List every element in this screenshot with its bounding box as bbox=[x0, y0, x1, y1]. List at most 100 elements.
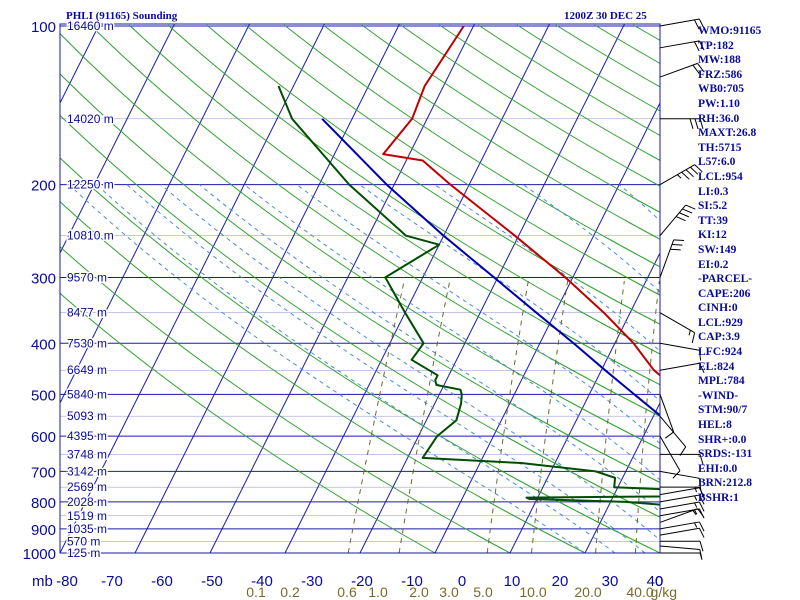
mixing-ratio-label: 10.0 bbox=[519, 584, 546, 600]
pressure-tick-label: 900 bbox=[31, 522, 56, 539]
wind-barb-flag bbox=[699, 549, 703, 560]
wind-barb-staff bbox=[659, 18, 700, 27]
height-label: 14020 m bbox=[67, 112, 114, 126]
moist-adiabat bbox=[68, 184, 586, 553]
wind-barb-flag bbox=[679, 446, 687, 456]
wind-barb bbox=[659, 62, 705, 78]
mixing-ratio-unit-label: g/kg bbox=[651, 584, 677, 600]
index-line: -WIND- bbox=[698, 389, 739, 402]
index-line: BSHR:1 bbox=[698, 492, 739, 504]
index-line: TP:182 bbox=[698, 39, 734, 52]
parcel-profile-line bbox=[321, 118, 660, 417]
sounding-indices-panel: WMO:91165 TP:182 MW:188 FRZ:586 WB0:705 PW:1.… bbox=[698, 24, 798, 506]
wind-barb bbox=[659, 312, 696, 343]
wind-barb bbox=[659, 415, 687, 456]
wind-barb bbox=[659, 527, 705, 538]
dry-adiabat bbox=[60, 32, 660, 450]
wind-barb-staff bbox=[659, 521, 700, 530]
index-line: HEL:8 bbox=[698, 419, 732, 432]
wind-barb-flag bbox=[694, 118, 699, 129]
wind-barb bbox=[659, 164, 703, 186]
wind-barb-staff bbox=[659, 527, 700, 536]
wind-barb-flag bbox=[698, 521, 705, 532]
wind-barb-flag bbox=[673, 239, 685, 241]
dry-adiabat bbox=[284, 24, 660, 268]
dry-adiabat bbox=[478, 24, 660, 136]
height-label: 5093 m bbox=[67, 409, 107, 423]
pressure-tick-label: 1000 bbox=[23, 546, 56, 563]
wind-barb bbox=[659, 394, 675, 439]
height-label: 3748 m bbox=[67, 447, 107, 461]
wind-barb-flag bbox=[698, 18, 705, 29]
wind-barb-flag bbox=[671, 244, 683, 246]
index-line: RH:36.0 bbox=[698, 112, 740, 125]
wind-barb-flag bbox=[685, 169, 694, 178]
temperature-tick-label: 40 bbox=[647, 573, 664, 590]
wind-barb bbox=[660, 486, 704, 498]
index-line: STM:90/7 bbox=[698, 404, 748, 417]
isotherm bbox=[434, 101, 660, 553]
wind-barb-flag bbox=[698, 478, 702, 489]
index-line: WMO:91165 bbox=[698, 25, 762, 37]
isotherm bbox=[209, 24, 475, 553]
index-line: KI:12 bbox=[698, 229, 727, 242]
valid-time: 1200Z 30 DEC 25 bbox=[564, 10, 647, 22]
index-line: PW:1.10 bbox=[698, 97, 740, 110]
wind-barb-flag bbox=[679, 212, 690, 218]
moist-adiabat bbox=[199, 184, 660, 513]
height-label: 1035 m bbox=[67, 522, 107, 536]
isotherm bbox=[60, 24, 325, 553]
wind-barb-flag bbox=[672, 470, 681, 479]
wind-barb-staff bbox=[659, 508, 700, 517]
height-label: 125 m bbox=[67, 546, 100, 560]
index-line: EHI:0.0 bbox=[698, 462, 738, 475]
wind-barb-flag bbox=[698, 40, 705, 51]
index-line: SW:149 bbox=[698, 243, 737, 256]
index-line: SI:5.2 bbox=[698, 200, 728, 213]
height-label: 1519 m bbox=[67, 509, 107, 523]
mixing-ratio-line bbox=[398, 280, 451, 553]
index-line: CAPE:206 bbox=[698, 287, 751, 300]
wind-barb-flag bbox=[694, 19, 700, 30]
wind-barb-staff bbox=[659, 362, 700, 371]
wind-barb-flag bbox=[670, 248, 681, 251]
mixing-ratio-label: 0.2 bbox=[280, 584, 300, 600]
wind-barb-flag bbox=[698, 350, 702, 361]
pressure-unit-label: mb bbox=[32, 573, 53, 590]
mixing-ratio-label: 40.0 bbox=[626, 584, 653, 600]
wind-barb-staff bbox=[659, 342, 700, 351]
wind-barb bbox=[659, 239, 685, 278]
mixing-ratio-label: 3.0 bbox=[439, 584, 459, 600]
temperature-tick-label: -70 bbox=[101, 573, 123, 590]
wind-barb-staff bbox=[659, 494, 700, 503]
wind-barb-flag bbox=[698, 363, 705, 373]
height-label: 570 m bbox=[67, 534, 100, 548]
height-label: 6649 m bbox=[67, 363, 107, 377]
dry-adiabat bbox=[322, 24, 660, 240]
wind-barb-flag bbox=[699, 118, 704, 129]
wind-barb bbox=[660, 453, 704, 465]
plot-area bbox=[60, 24, 660, 553]
wind-barb-staff bbox=[659, 545, 700, 551]
index-line: CINH:0 bbox=[698, 302, 738, 315]
wind-barb-flag bbox=[692, 510, 697, 515]
wind-barb-flag bbox=[694, 487, 697, 493]
index-line: FRZ:586 bbox=[698, 68, 743, 81]
wind-barb bbox=[660, 118, 704, 129]
wind-barb bbox=[659, 545, 703, 560]
temperature-tick-label: 10 bbox=[504, 573, 521, 590]
temperature-tick-label: 30 bbox=[602, 573, 619, 590]
pressure-tick-label: 400 bbox=[31, 336, 56, 353]
mixing-ratio-line bbox=[531, 280, 569, 553]
isotherm bbox=[284, 24, 550, 553]
wind-barb-flag bbox=[697, 63, 705, 73]
wind-barb-flag bbox=[698, 501, 705, 512]
mixing-ratio-label: 2.0 bbox=[409, 584, 429, 600]
dry-adiabat bbox=[60, 73, 660, 484]
height-label: 3142 m bbox=[67, 464, 107, 478]
mixing-ratio-label: 0.6 bbox=[337, 584, 357, 600]
dry-adiabat bbox=[439, 24, 660, 162]
index-line: LCL:954 bbox=[698, 170, 743, 183]
wind-barb-flag bbox=[694, 41, 700, 52]
pressure-tick-label: 200 bbox=[31, 178, 56, 195]
